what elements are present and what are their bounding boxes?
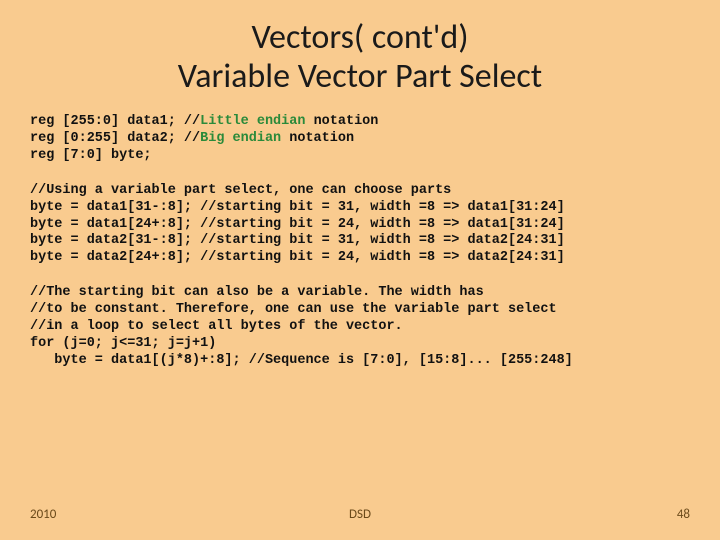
sel-comment: //Using a variable part select, one can … — [30, 183, 690, 200]
highlight-little-endian: Little endian — [200, 114, 305, 129]
highlight-big-endian: Big endian — [200, 131, 281, 146]
title-line-1: Vectors( cont'd) — [251, 17, 468, 58]
footer-center: DSD — [30, 507, 690, 522]
loop-line-2: byte = data1[(j*8)+:8]; //Sequence is [7… — [30, 353, 690, 370]
slide: Vectors( cont'd) Variable Vector Part Se… — [0, 0, 720, 540]
slide-title: Vectors( cont'd) Variable Vector Part Se… — [30, 18, 690, 96]
code-part-select: //Using a variable part select, one can … — [30, 183, 690, 267]
sel-line-2: byte = data1[24+:8]; //starting bit = 24… — [30, 217, 690, 234]
decl-line-1: reg [255:0] data1; //Little endian notat… — [30, 114, 690, 131]
sel-line-1: byte = data1[31-:8]; //starting bit = 31… — [30, 200, 690, 217]
loop-comment-3: //in a loop to select all bytes of the v… — [30, 319, 690, 336]
loop-comment-2: //to be constant. Therefore, one can use… — [30, 302, 690, 319]
sel-line-4: byte = data2[24+:8]; //starting bit = 24… — [30, 250, 690, 267]
decl-line-3: reg [7:0] byte; — [30, 148, 690, 165]
footer: 2010 DSD 48 — [30, 507, 690, 522]
sel-line-3: byte = data2[31-:8]; //starting bit = 31… — [30, 233, 690, 250]
code-declarations: reg [255:0] data1; //Little endian notat… — [30, 114, 690, 165]
loop-comment-1: //The starting bit can also be a variabl… — [30, 285, 690, 302]
title-line-2: Variable Vector Part Select — [178, 56, 542, 97]
loop-line-1: for (j=0; j<=31; j=j+1) — [30, 336, 690, 353]
decl-line-2: reg [0:255] data2; //Big endian notation — [30, 131, 690, 148]
code-loop: //The starting bit can also be a variabl… — [30, 285, 690, 369]
